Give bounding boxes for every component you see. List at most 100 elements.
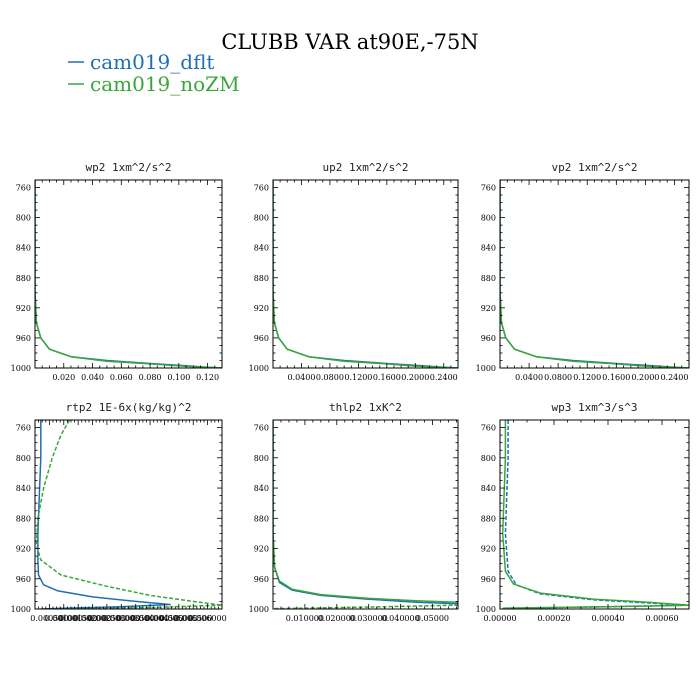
series-line-wp3-1 — [501, 420, 689, 609]
y-tick-label-vp2: 920 — [481, 304, 496, 313]
panel-title-vp2: vp2 1xm^2/s^2 — [551, 161, 637, 174]
panel-wp2: wp2 1xm^2/s^2 760 800 840 880 920 960 1000 0.020… — [11, 161, 223, 382]
x-tick-label-vp2: 0.2400 — [660, 373, 688, 382]
x-tick-label-wp3: 0.00040 — [591, 614, 624, 623]
x-tick-label-rtp2: 0.005500 — [174, 614, 212, 623]
figure-title: CLUBB VAR at90E,-75N — [221, 30, 478, 54]
panel-rtp2: rtp2 1E-6x(kg/kg)^2 760 800 840 880 920 960 100… — [11, 401, 227, 623]
x-tick-label-up2: 0.2400 — [430, 373, 458, 382]
y-tick-label-up2: 840 — [254, 244, 269, 253]
panel-thlp2: thlp2 1xK^2 760 800 840 880 920 960 1000 0.01000… — [249, 401, 459, 623]
x-tick-label-rtp2: 0.001000 — [45, 614, 83, 623]
y-tick-label-thlp2: 880 — [254, 514, 269, 523]
y-tick-label-wp2: 760 — [16, 184, 31, 193]
y-tick-label-rtp2: 1000 — [11, 605, 31, 614]
y-tick-label-vp2: 960 — [481, 334, 496, 343]
y-tick-label-thlp2: 800 — [254, 454, 269, 463]
x-tick-label-wp3: 0.00000 — [483, 614, 516, 623]
y-tick-label-wp3: 840 — [481, 484, 496, 493]
x-tick-label-wp2: 0.060 — [110, 373, 133, 382]
y-tick-label-vp2: 760 — [481, 184, 496, 193]
x-tick-label-rtp2: 0.003500 — [117, 614, 155, 623]
plot-frame-vp2 — [499, 179, 690, 369]
y-tick-label-wp3: 920 — [481, 545, 496, 554]
y-tick-label-rtp2: 760 — [16, 424, 31, 433]
x-tick-label-up2: 0.1200 — [344, 373, 372, 382]
y-tick-label-rtp2: 840 — [16, 484, 31, 493]
y-tick-label-up2: 1000 — [249, 364, 269, 373]
y-tick-label-wp2: 920 — [16, 304, 31, 313]
x-tick-label-thlp2: 0.05000 — [416, 614, 449, 623]
y-tick-label-rtp2: 960 — [16, 575, 31, 584]
x-tick-label-vp2: 0.0800 — [544, 373, 572, 382]
x-tick-label-rtp2: 0.001500 — [59, 614, 97, 623]
y-tick-label-up2: 800 — [254, 214, 269, 223]
x-tick-label-rtp2: 0.004000 — [131, 614, 169, 623]
series-line-thlp2-1 — [273, 420, 458, 603]
y-tick-label-wp3: 760 — [481, 424, 496, 433]
plot-frame-up2 — [272, 179, 459, 369]
plot-frame-thlp2 — [272, 419, 459, 610]
y-tick-label-vp2: 880 — [481, 274, 496, 283]
x-tick-label-thlp2: 0.040000 — [382, 614, 420, 623]
x-tick-label-vp2: 0.0400 — [515, 373, 543, 382]
y-tick-label-wp3: 960 — [481, 575, 496, 584]
x-tick-label-rtp2: 0.000500 — [30, 614, 68, 623]
plot-frame-wp3 — [499, 419, 690, 610]
y-tick-label-wp3: 800 — [481, 454, 496, 463]
panel-title-wp2: wp2 1xm^2/s^2 — [85, 161, 171, 174]
x-tick-label-wp2: 0.120 — [196, 373, 219, 382]
x-tick-label-thlp2: 0.020000 — [318, 614, 356, 623]
series-line-rtp2-0 — [37, 420, 171, 609]
x-tick-label-up2: 0.2000 — [401, 373, 429, 382]
series-line-wp3-0 — [502, 420, 689, 609]
x-tick-label-wp2: 0.080 — [139, 373, 162, 382]
x-tick-label-up2: 0.1600 — [373, 373, 401, 382]
x-tick-label-up2: 0.0800 — [316, 373, 344, 382]
x-tick-label-vp2: 0.1200 — [573, 373, 601, 382]
y-tick-label-wp2: 960 — [16, 334, 31, 343]
panels: wp2 1xm^2/s^2 760 800 840 880 920 960 1000 0.020… — [11, 161, 690, 623]
x-tick-label-thlp2: 0.010000 — [286, 614, 324, 623]
series-line-vp2-0 — [500, 180, 689, 368]
y-tick-label-thlp2: 840 — [254, 484, 269, 493]
legend-label-dflt: cam019_dflt — [90, 50, 214, 74]
x-tick-label-vp2: 0.2000 — [631, 373, 659, 382]
x-tick-label-rtp2: 0.005000 — [160, 614, 198, 623]
panel-title-up2: up2 1xm^2/s^2 — [322, 161, 408, 174]
y-tick-label-wp2: 800 — [16, 214, 31, 223]
y-tick-label-up2: 920 — [254, 304, 269, 313]
y-tick-label-up2: 960 — [254, 334, 269, 343]
y-tick-label-up2: 760 — [254, 184, 269, 193]
plot-frame-rtp2 — [34, 419, 223, 610]
y-tick-label-wp2: 1000 — [11, 364, 31, 373]
y-tick-label-rtp2: 880 — [16, 514, 31, 523]
y-tick-label-thlp2: 920 — [254, 545, 269, 554]
panel-title-rtp2: rtp2 1E-6x(kg/kg)^2 — [66, 401, 192, 414]
x-tick-label-wp2: 0.100 — [167, 373, 190, 382]
x-tick-label-wp2: 0.040 — [81, 373, 104, 382]
y-tick-label-wp2: 840 — [16, 244, 31, 253]
x-tick-label-rtp2: 0.002500 — [88, 614, 126, 623]
panel-title-wp3: wp3 1xm^3/s^3 — [551, 401, 637, 414]
series-line-up2-1 — [273, 180, 458, 368]
panel-wp3: wp3 1xm^3/s^376080084088092096010000.000… — [476, 401, 690, 623]
y-tick-label-thlp2: 760 — [254, 424, 269, 433]
series-line-rtp2-1 — [35, 420, 222, 609]
y-tick-label-vp2: 1000 — [476, 364, 496, 373]
x-tick-label-vp2: 0.1600 — [602, 373, 630, 382]
y-tick-label-rtp2: 920 — [16, 545, 31, 554]
x-tick-label-rtp2: 0.002000 — [73, 614, 111, 623]
x-tick-label-rtp2: 0.003000 — [102, 614, 140, 623]
series-line-thlp2-0 — [273, 420, 458, 605]
series-line-wp2-1 — [35, 180, 222, 368]
legend: cam019_dflt cam019_noZM — [68, 50, 240, 96]
y-tick-label-thlp2: 1000 — [249, 605, 269, 614]
x-tick-label-rtp2: 0.004500 — [145, 614, 183, 623]
series-line-thlp2-2 — [274, 604, 458, 609]
x-tick-label-thlp2: 0.030000 — [350, 614, 388, 623]
legend-label-nozm: cam019_noZM — [90, 72, 240, 96]
y-tick-label-rtp2: 800 — [16, 454, 31, 463]
plot-frame-wp2 — [34, 179, 223, 369]
